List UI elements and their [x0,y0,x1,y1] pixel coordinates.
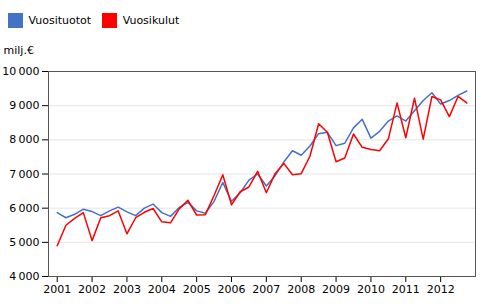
svg-text:8 000: 8 000 [9,133,39,146]
svg-text:2001: 2001 [43,283,71,296]
html-text:Vuosikulut: Vuosikulut [122,14,180,27]
svg-text:9 000: 9 000 [9,99,39,112]
svg-text:4 000: 4 000 [9,270,39,283]
svg-text:2005: 2005 [183,283,211,296]
svg-text:5 000: 5 000 [9,235,39,248]
svg-text:2010: 2010 [357,283,385,296]
svg-text:milj.€: milj.€ [4,44,34,57]
svg-text:2012: 2012 [427,283,455,296]
svg-text:2011: 2011 [392,283,420,296]
svg-text:2002: 2002 [78,283,106,296]
html-text:Vuosituotot: Vuosituotot [28,14,92,27]
svg-text:7 000: 7 000 [9,167,39,180]
svg-text:2004: 2004 [148,283,176,296]
svg-text:2008: 2008 [287,283,315,296]
svg-text:2003: 2003 [113,283,141,296]
svg-text:2006: 2006 [218,283,246,296]
svg-text:2009: 2009 [322,283,350,296]
svg-text:10 000: 10 000 [2,65,39,78]
svg-text:2007: 2007 [252,283,280,296]
svg-text:6 000: 6 000 [9,201,39,214]
